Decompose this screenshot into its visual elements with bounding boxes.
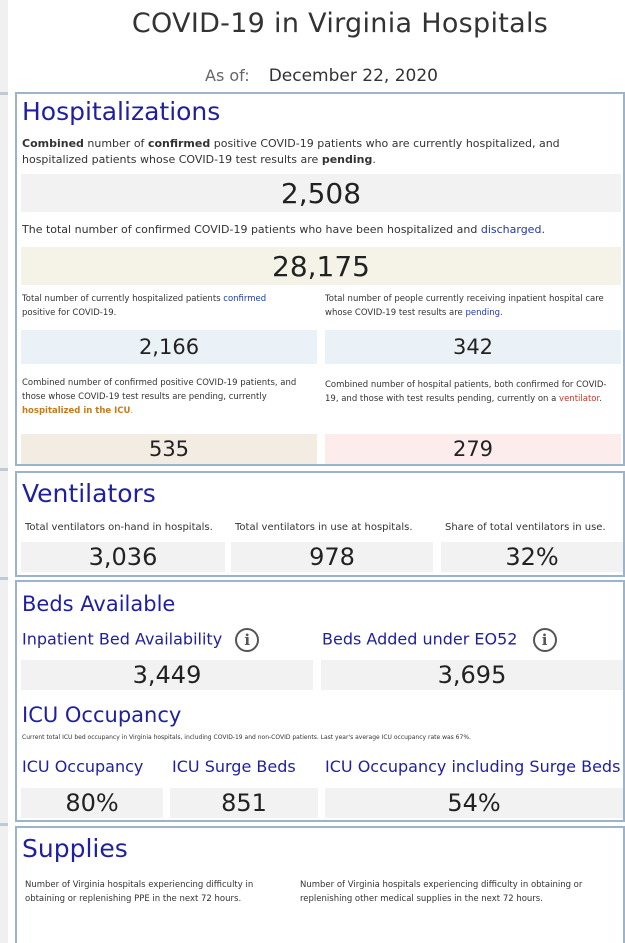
share-label: Share of total ventilators in use. [445, 522, 606, 533]
combined-description: Combined number of confirmed positive CO… [22, 136, 612, 168]
eo52-label: Beds Added under EO52 [322, 629, 518, 649]
icu-occupancy-note: Current total ICU bed occupancy in Virgi… [22, 734, 471, 741]
discharged-description: The total number of confirmed COVID-19 p… [22, 222, 612, 238]
onhand-value: 3,036 [21, 542, 225, 572]
other-supplies-description: Number of Virginia hospitals experiencin… [300, 880, 583, 904]
inpatient-label: Inpatient Bed Availability [22, 629, 223, 649]
pending-desc-part: pending [465, 308, 501, 318]
ventilators-heading: Ventilators [22, 479, 156, 508]
inpatient-label-row: Inpatient Bed Availability i [22, 628, 260, 652]
confirmed-desc-part: positive for COVID-19. [22, 308, 117, 318]
confirmed-description: Total number of currently hospitalized p… [22, 292, 302, 320]
pending-description: Total number of people currently receivi… [325, 292, 620, 320]
ppe-description: Number of Virginia hospitals experiencin… [25, 880, 254, 904]
vent-desc-part: ventilator [559, 394, 600, 404]
surge-beds-label: ICU Surge Beds [172, 757, 296, 776]
icu-desc-part: Combined number of confirmed positive CO… [22, 378, 297, 402]
vent-desc-part: . [599, 394, 602, 404]
discharged-value: 28,175 [21, 247, 621, 285]
beds-panel: Beds Available Inpatient Bed Availabilit… [15, 580, 625, 822]
left-sidebar-strip [0, 0, 8, 943]
icu-value: 535 [21, 434, 317, 464]
info-circle-icon[interactable]: i [532, 628, 557, 652]
combined-desc-part: pending [321, 153, 373, 166]
as-of-label: As of: [205, 66, 250, 85]
icu-surge-occupancy-label: ICU Occupancy including Surge Beds [325, 757, 621, 776]
discharged-desc-part: The total number of confirmed COVID-19 p… [22, 223, 481, 236]
beds-heading: Beds Available [22, 592, 176, 616]
combined-desc-part: . [372, 153, 376, 166]
page-title: COVID-19 in Virginia Hospitals [131, 8, 549, 39]
vent-desc-part: Combined number of hospital patients, bo… [325, 380, 607, 404]
supplies-heading: Supplies [22, 834, 128, 863]
info-circle-icon[interactable]: i [235, 628, 260, 652]
discharged-desc-part: discharged [480, 223, 542, 236]
inuse-label: Total ventilators in use at hospitals. [235, 522, 413, 533]
discharged-desc-part: . [541, 223, 545, 236]
eo52-label-row: Beds Added under EO52 i [322, 628, 557, 652]
section-marker [0, 823, 8, 826]
icu-occupancy-heading: ICU Occupancy [22, 703, 182, 727]
share-value: 32% [441, 542, 623, 572]
combined-desc-part: number of [83, 137, 148, 150]
onhand-label: Total ventilators on-hand in hospitals. [25, 522, 213, 533]
icu-occupancy-value: 80% [21, 788, 163, 818]
pending-desc-part: . [500, 308, 503, 318]
section-marker [0, 92, 8, 95]
inpatient-value: 3,449 [21, 660, 313, 690]
icu-description: Combined number of confirmed positive CO… [22, 376, 317, 418]
section-marker [0, 468, 8, 471]
hospitalizations-heading: Hospitalizations [22, 97, 221, 126]
section-marker [0, 577, 8, 580]
icu-surge-occupancy-value: 54% [325, 788, 623, 818]
icu-desc-part: hospitalized in the ICU [22, 406, 131, 416]
hospitalizations-panel: Hospitalizations Combined number of conf… [15, 92, 625, 466]
inuse-value: 978 [231, 542, 433, 572]
pending-value: 342 [325, 330, 621, 364]
combined-value: 2,508 [21, 174, 621, 212]
combined-desc-part: Combined [22, 137, 84, 150]
pending-desc-part: Total number of people currently receivi… [325, 294, 604, 318]
confirmed-desc-part: confirmed [223, 294, 267, 304]
ventilators-panel: Ventilators Total ventilators on-hand in… [15, 471, 625, 577]
confirmed-desc-part: Total number of currently hospitalized p… [22, 294, 224, 304]
as-of-line: As of: December 22, 2020 [205, 66, 438, 86]
icu-occupancy-label: ICU Occupancy [22, 757, 144, 776]
icu-desc-part: . [130, 406, 134, 416]
combined-desc-part: positive COVID-19 patients who are curre… [22, 137, 560, 166]
surge-beds-value: 851 [170, 788, 318, 818]
combined-desc-part: confirmed [147, 137, 211, 150]
ventilator-value: 279 [325, 434, 621, 464]
supplies-panel: Supplies Number of Virginia hospitals ex… [15, 826, 625, 943]
confirmed-value: 2,166 [21, 330, 317, 364]
ventilator-description: Combined number of hospital patients, bo… [325, 378, 620, 406]
eo52-value: 3,695 [321, 660, 623, 690]
as-of-date: December 22, 2020 [268, 66, 438, 86]
